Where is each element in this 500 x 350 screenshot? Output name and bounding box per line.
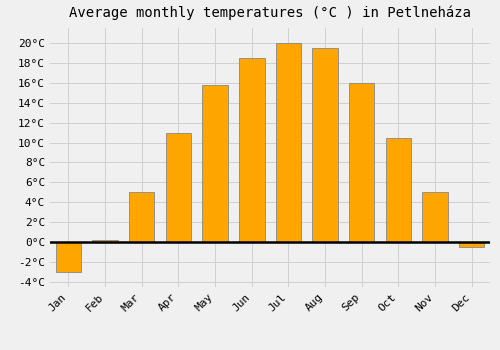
Bar xyxy=(92,240,118,242)
Bar xyxy=(129,193,154,242)
Bar xyxy=(312,48,338,242)
Bar xyxy=(239,58,264,242)
Bar xyxy=(56,242,81,272)
Bar xyxy=(166,133,191,242)
Bar xyxy=(202,85,228,242)
Bar xyxy=(349,83,374,242)
Bar xyxy=(386,138,411,242)
Bar xyxy=(422,193,448,242)
Bar xyxy=(276,43,301,242)
Title: Average monthly temperatures (°C ) in Petlneháza: Average monthly temperatures (°C ) in Pe… xyxy=(69,5,471,20)
Bar xyxy=(459,242,484,247)
